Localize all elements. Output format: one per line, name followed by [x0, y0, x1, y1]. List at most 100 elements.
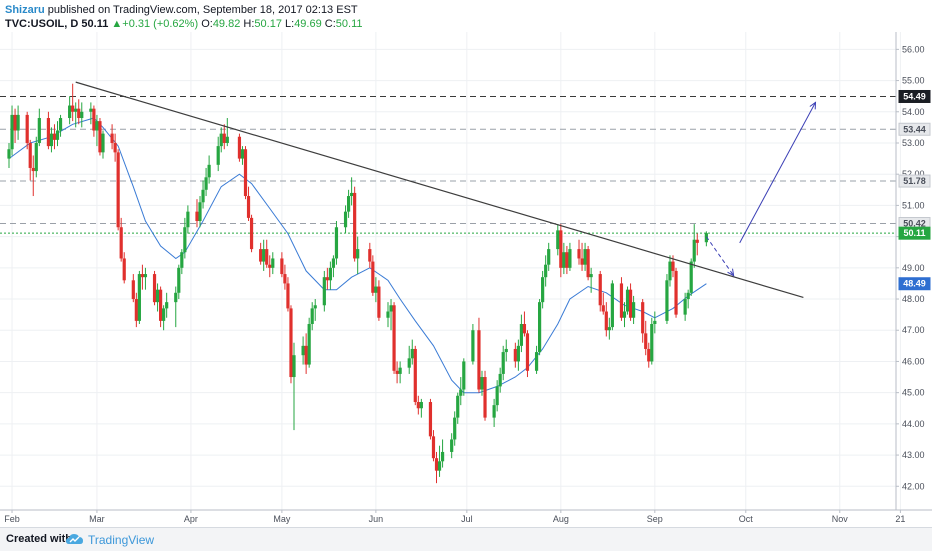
- close-label: C:: [324, 18, 336, 30]
- candle-body: [134, 299, 138, 321]
- candle-body: [625, 289, 630, 312]
- candle-body: [343, 211, 348, 228]
- candle-body: [307, 323, 311, 365]
- candle-body: [101, 133, 105, 153]
- price-axis[interactable]: 42.00 43.00 44.00 45.00 46.00 47.00 48.00 49.00…: [896, 44, 925, 491]
- candle-body: [113, 142, 117, 153]
- candle-body: [556, 230, 560, 250]
- open-value: 49.82: [212, 18, 241, 30]
- candle-body: [240, 149, 245, 159]
- candle-body: [374, 286, 378, 293]
- candle-body: [601, 305, 605, 312]
- candle-body: [353, 192, 357, 259]
- low-value: 49.69: [294, 18, 322, 30]
- last-price: 50.11: [81, 18, 109, 30]
- candle-body: [162, 308, 166, 321]
- candle-body: [183, 227, 187, 253]
- price-label-text: 50.42: [903, 219, 926, 229]
- candle-body: [525, 333, 530, 371]
- footer-bar: Created with TradingView: [0, 527, 932, 551]
- candle-body: [119, 227, 123, 259]
- candle-body: [259, 249, 263, 262]
- candle-body: [249, 217, 254, 250]
- candle-body: [180, 252, 184, 268]
- candle-body: [559, 230, 563, 268]
- candle-body: [262, 249, 266, 262]
- price-tick-label: 43.00: [902, 450, 925, 460]
- candle-body: [410, 348, 414, 359]
- price-label-text: 54.49: [903, 91, 926, 101]
- candle-body: [195, 211, 199, 222]
- symbol-info: TVC:USOIL, D 50.11 ▲+0.31 (+0.62%) O:49.…: [5, 18, 363, 30]
- candle-body: [538, 302, 542, 353]
- candle-body: [416, 402, 420, 409]
- tradingview-brand[interactable]: TradingView: [88, 533, 155, 547]
- candle-body: [516, 345, 520, 362]
- candle-body: [480, 377, 484, 390]
- chart-header: Shizaru published on TradingView.com, Se…: [0, 0, 932, 32]
- price-tick-label: 46.00: [902, 356, 925, 366]
- candle-body: [562, 252, 566, 268]
- candle-body: [580, 258, 584, 265]
- time-tick-label: Mar: [89, 514, 105, 524]
- candle-body: [204, 177, 208, 190]
- candle-body: [155, 289, 160, 303]
- candle-body: [453, 417, 457, 440]
- price-label-box: [898, 277, 931, 291]
- candle-body: [522, 323, 527, 334]
- candle-body: [25, 114, 29, 143]
- candle-body: [440, 451, 445, 462]
- candle-body: [331, 258, 336, 268]
- drawings-layer: [75, 81, 817, 299]
- candle-body: [283, 274, 287, 284]
- candle-body: [471, 330, 475, 362]
- candle-body: [52, 133, 57, 140]
- candle-body: [143, 274, 148, 278]
- candle-body: [10, 114, 14, 150]
- price-tick-label: 56.00: [902, 44, 925, 54]
- candle-body: [165, 302, 169, 309]
- candle-body: [92, 108, 96, 131]
- candles-layer: [7, 83, 708, 484]
- time-axis[interactable]: Feb Mar Apr May Jun Jul Aug Sep Oct Nov 21: [4, 510, 905, 524]
- dashed-arrow-head-icon: [727, 268, 735, 277]
- candle-body: [95, 121, 99, 131]
- candle-body: [437, 461, 442, 471]
- price-tick-label: 53.00: [902, 138, 925, 148]
- candle-body: [589, 274, 593, 278]
- candle-body: [568, 249, 572, 268]
- candle-body: [68, 105, 72, 119]
- candle-body: [350, 192, 354, 197]
- tradingview-cloud-icon: [66, 534, 83, 544]
- candle-body: [110, 133, 114, 143]
- time-tick-label: Nov: [832, 514, 849, 524]
- moving-average-layer: [8, 117, 707, 394]
- candle-body: [386, 311, 390, 318]
- candle-body: [459, 389, 463, 396]
- candle-body: [49, 133, 54, 147]
- price-tick-label: 49.00: [902, 263, 925, 273]
- price-tick-label: 52.00: [902, 169, 925, 179]
- candle-body: [152, 274, 157, 303]
- low-label: L:: [285, 18, 295, 30]
- price-tick-label: 44.00: [902, 419, 925, 429]
- candle-body: [586, 249, 590, 278]
- author-name[interactable]: Shizaru: [5, 4, 45, 16]
- candle-body: [477, 330, 481, 390]
- candle-body: [704, 233, 708, 243]
- candle-body: [519, 323, 524, 346]
- up-triangle-icon: ▲: [111, 18, 123, 30]
- candle-body: [565, 252, 569, 268]
- candle-body: [671, 261, 675, 271]
- publish-info: Shizaru published on TradingView.com, Se…: [5, 4, 358, 16]
- candle-body: [225, 136, 229, 143]
- candle-body: [398, 367, 402, 374]
- candle-body: [541, 277, 545, 303]
- high-value: 50.17: [254, 18, 282, 30]
- candle-body: [689, 261, 693, 293]
- candle-body: [55, 130, 60, 140]
- candle-body: [301, 345, 305, 356]
- candle-body: [356, 249, 360, 259]
